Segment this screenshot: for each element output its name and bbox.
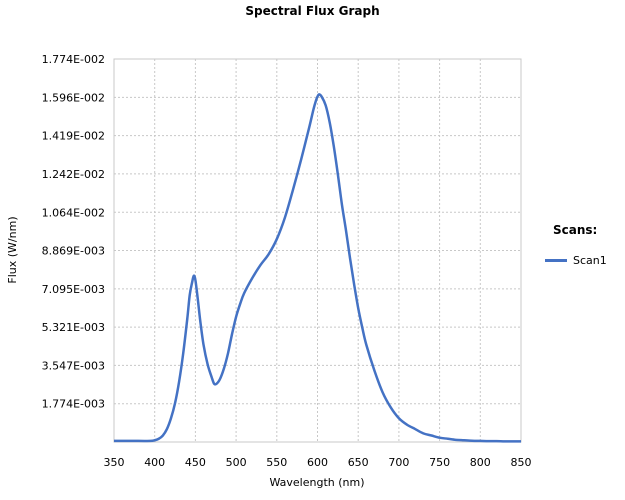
y-tick-label: 1.419E-002 <box>42 130 105 143</box>
y-tick-label: 8.869E-003 <box>42 245 105 258</box>
y-axis-title: Flux (W/nm) <box>6 216 19 283</box>
series-line-scan1[interactable] <box>114 93 521 443</box>
x-tick-label: 700 <box>388 456 409 469</box>
y-tick-label: 1.774E-002 <box>42 53 105 66</box>
y-tick-label: 1.774E-003 <box>42 398 105 411</box>
x-tick-label: 350 <box>104 456 125 469</box>
x-tick-label: 400 <box>144 456 165 469</box>
legend-label: Scan1 <box>573 254 607 267</box>
y-tick-label: 3.547E-003 <box>42 359 105 372</box>
legend-swatch <box>545 259 567 262</box>
y-tick-label: 1.064E-002 <box>42 206 105 219</box>
y-tick-label: 5.321E-003 <box>42 321 105 334</box>
y-tick-label: 7.095E-003 <box>42 283 105 296</box>
x-tick-label: 550 <box>266 456 287 469</box>
y-tick-labels: 1.774E-002 1.596E-002 1.419E-002 1.242E-002… <box>42 53 105 411</box>
x-tick-labels: 350 400 450 500 550 600 650 700 750 800 850 <box>104 456 532 469</box>
x-tick-label: 650 <box>348 456 369 469</box>
x-tick-label: 750 <box>429 456 450 469</box>
y-tick-label: 1.596E-002 <box>42 91 105 104</box>
y-tick-label: 1.242E-002 <box>42 168 105 181</box>
legend-title: Scans: <box>553 223 598 237</box>
x-tick-label: 800 <box>470 456 491 469</box>
chart-title: Spectral Flux Graph <box>245 4 380 18</box>
grid <box>114 58 521 442</box>
plot-area-frame <box>113 58 522 443</box>
series-layer <box>114 93 521 443</box>
x-axis-title: Wavelength (nm) <box>269 476 364 489</box>
x-tick-label: 450 <box>185 456 206 469</box>
x-tick-label: 600 <box>307 456 328 469</box>
legend-item-scan1[interactable]: Scan1 <box>545 254 607 267</box>
x-tick-label: 500 <box>226 456 247 469</box>
x-tick-label: 850 <box>511 456 532 469</box>
